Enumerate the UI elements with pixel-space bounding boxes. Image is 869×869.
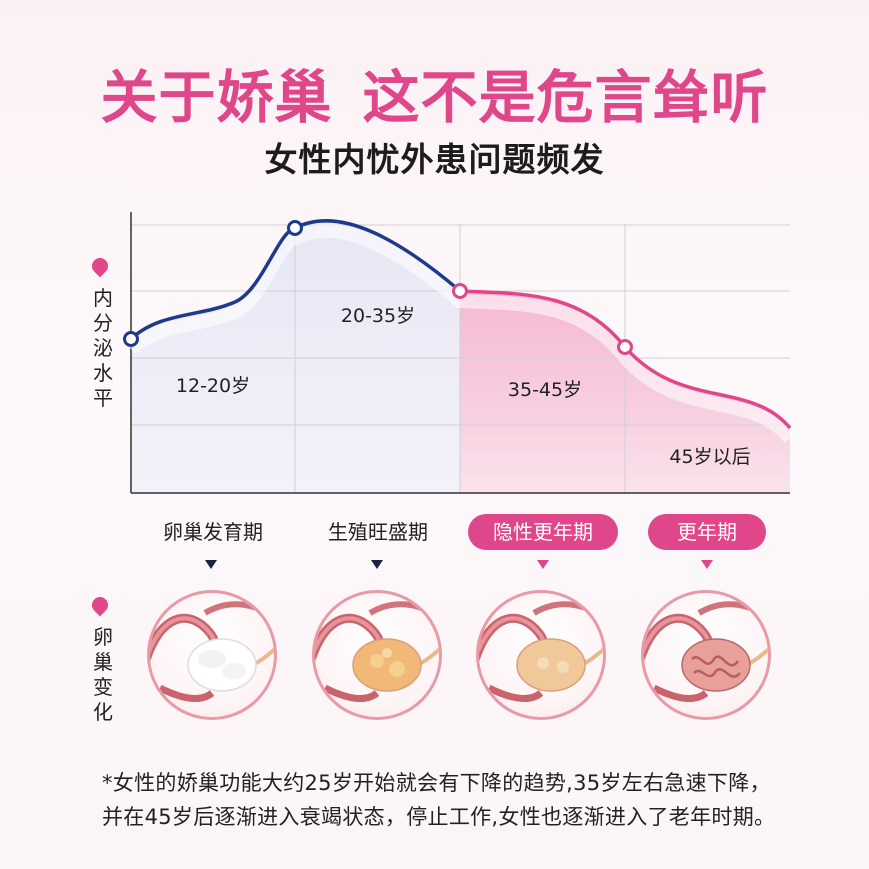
title-part-1: 关于娇巢 xyxy=(100,65,333,131)
age-range-label-3: 35-45岁 xyxy=(508,379,582,401)
arrow-down-icon xyxy=(537,560,549,569)
page-subtitle: 女性内忧外患问题频发 xyxy=(264,140,605,179)
page-title: 关于娇巢 这不是危言耸听 xyxy=(0,52,869,134)
stage-label-3: 隐性更年期 xyxy=(468,514,618,550)
endocrine-chart: 12-20岁 20-35岁 35-45岁 45岁以后 xyxy=(123,212,796,494)
arrow-down-icon xyxy=(701,560,713,569)
ovary-developing-icon xyxy=(147,590,277,720)
ovary-fertile-icon xyxy=(312,590,442,720)
age-range-label-4: 45岁以后 xyxy=(669,446,750,468)
title-part-2: 这不是危言耸听 xyxy=(362,65,769,131)
ovary-latent-menopause-icon xyxy=(476,590,606,720)
data-point-4 xyxy=(617,339,633,355)
stage-label-1: 卵巢发育期 xyxy=(163,520,263,544)
curve-shadow xyxy=(126,223,796,443)
pin-icon xyxy=(88,593,112,617)
chart-axis-label: 内分泌水平 xyxy=(93,286,113,410)
arrow-down-icon xyxy=(205,560,217,569)
stage-label-2: 生殖旺盛期 xyxy=(328,520,428,544)
ovary-menopause-icon xyxy=(641,590,771,720)
age-range-label-2: 20-35岁 xyxy=(341,305,415,327)
stage-label-4: 更年期 xyxy=(648,514,766,550)
ovary-row-label: 卵巢变化 xyxy=(93,625,113,724)
arrow-down-icon xyxy=(371,560,383,569)
data-point-1 xyxy=(123,331,139,347)
data-point-2 xyxy=(287,220,303,236)
footnote: *女性的娇巢功能大约25岁开始就会有下降的趋势,35岁左右急速下降，并在45岁后… xyxy=(102,771,776,829)
data-point-3 xyxy=(452,283,468,299)
age-range-label-1: 12-20岁 xyxy=(176,375,250,397)
series-line-before xyxy=(129,219,462,341)
